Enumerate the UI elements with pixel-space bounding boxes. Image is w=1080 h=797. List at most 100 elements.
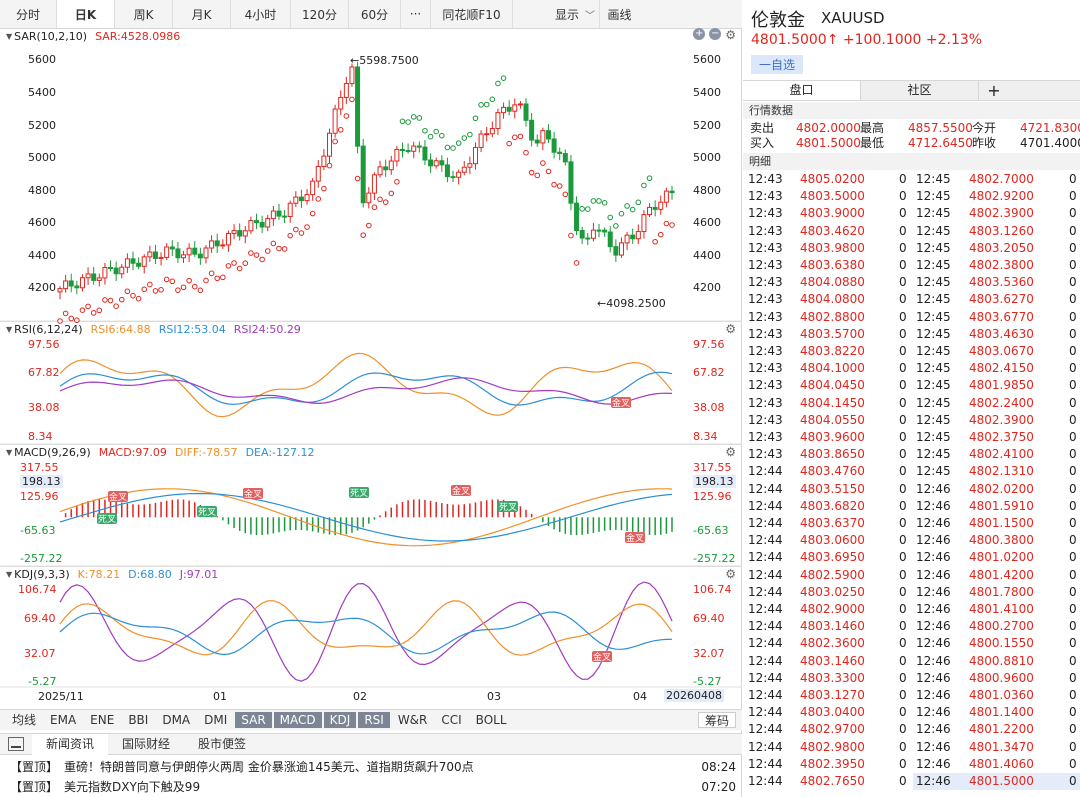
collapse-icon[interactable]: ▼ (6, 325, 13, 334)
gear-icon[interactable]: ⚙ (725, 322, 736, 336)
news-item[interactable]: 【置顶】 美元指数DXY向下触及99 07:20 (0, 776, 742, 797)
candle-body (529, 119, 535, 141)
tab-daily-k[interactable]: 日K (57, 0, 115, 28)
rsi6-value: RSI6:64.88 (90, 323, 151, 336)
indicator-tab[interactable]: BOLL (475, 713, 507, 727)
chip-button[interactable]: 筹码 (697, 712, 736, 728)
tick-cell: 4802.3750 (969, 430, 1034, 444)
diff-line (59, 488, 673, 547)
panel-tools: + − ⚙ (693, 28, 736, 42)
sar-dot (472, 115, 479, 122)
kdj-name: KDJ(9,3,3) (14, 568, 70, 581)
sar-dot (495, 80, 501, 87)
indicator-tab-kdj[interactable]: KDJ (323, 712, 357, 728)
tab-community[interactable]: 社区 (861, 81, 979, 100)
indicator-tab[interactable]: BBI (128, 713, 149, 727)
sar-dot (326, 162, 333, 169)
tick-cell: 4803.6270 (969, 292, 1034, 307)
tick-cell: 12:45 (916, 189, 951, 204)
sar-dot (427, 133, 434, 140)
tick-cell: 0 (899, 240, 907, 255)
tick-cell: 0 (1069, 516, 1077, 530)
crosshair-value: 198.13 (693, 475, 736, 488)
tick-cell: 4801.3470 (969, 739, 1034, 754)
tick-cell: 12:43 (748, 206, 783, 221)
candle-body (495, 112, 501, 129)
display-menu-button[interactable]: 显示 ﹀ (513, 0, 599, 28)
tick-cell: 0 (899, 567, 907, 582)
indicator-bar: 均线 EMA ENE BBI DMA DMI SAR MACD KDJ RSI … (0, 709, 742, 730)
more-periods-button[interactable]: ··· (401, 0, 431, 28)
indicator-tab-rsi[interactable]: RSI (358, 712, 390, 728)
sar-dot (293, 226, 299, 233)
indicator-tab-sar[interactable]: SAR (235, 712, 272, 728)
indicator-tab[interactable]: 均线 (12, 713, 37, 727)
tab-news[interactable]: 新闻资讯 (32, 733, 109, 755)
sar-dot (130, 292, 136, 299)
indicator-tab-macd[interactable]: MACD (273, 712, 322, 728)
tick-label: 67.82 (28, 366, 60, 379)
tab-f10[interactable]: 同花顺F10 (431, 0, 513, 28)
add-watchlist-button[interactable]: 一自选 (751, 55, 804, 74)
tick-row: 12:43 4803.8220 0 12:45 4803.0670 0 (743, 343, 1080, 360)
tab-stock-notes[interactable]: 股市便签 (198, 736, 247, 751)
tab-60min[interactable]: 60分 (349, 0, 401, 28)
tab-intraday[interactable]: 分时 (0, 0, 57, 28)
indicator-tab[interactable]: ENE (90, 713, 115, 727)
tick-cell: 0 (899, 602, 907, 616)
cross-badge (625, 532, 645, 543)
tab-120min[interactable]: 120分 (291, 0, 349, 28)
draw-line-button[interactable]: 画线 (599, 0, 639, 28)
news-item[interactable]: 【置顶】 重磅！特朗普同意与伊朗停火两周 金价暴涨逾145美元、道指期货飙升70… (0, 756, 742, 777)
tab-weekly-k[interactable]: 周K (115, 0, 173, 28)
candle-body (360, 145, 366, 204)
tick-cell: 0 (1069, 378, 1077, 393)
tick-cell: 12:45 (916, 344, 951, 358)
tab-orderbook[interactable]: 盘口 (743, 81, 861, 100)
indicator-tab[interactable]: DMA (162, 713, 191, 727)
tick-cell: 0 (1069, 670, 1077, 685)
tick-cell: 0 (899, 516, 907, 530)
tick-row: 12:44 4803.0250 0 12:46 4801.7800 0 (743, 584, 1080, 601)
add-tab-button[interactable]: + (987, 81, 1001, 100)
collapse-icon[interactable]: ▼ (6, 448, 13, 457)
tab-monthly-k[interactable]: 月K (173, 0, 231, 28)
indicator-tab[interactable]: DMI (204, 713, 228, 727)
candle-body (562, 153, 568, 163)
tick-cell: 4803.3300 (800, 670, 865, 685)
sar-dot (399, 118, 406, 125)
zoom-out-icon[interactable]: − (709, 28, 722, 40)
collapse-icon[interactable]: ▼ (6, 31, 13, 41)
sar-dot (113, 303, 119, 310)
minimize-icon[interactable] (8, 737, 24, 751)
k-value: K:78.21 (77, 568, 121, 581)
candle-body (450, 176, 456, 179)
tick-cell: 0 (1069, 275, 1077, 290)
gear-icon[interactable]: ⚙ (725, 28, 736, 42)
tick-row: 12:43 4803.9000 0 12:45 4802.3900 0 (743, 205, 1080, 222)
tick-label: 69.40 (24, 612, 56, 625)
tick-cell: 12:46 (916, 705, 951, 720)
gear-icon[interactable]: ⚙ (725, 567, 736, 581)
candle-body (551, 138, 557, 153)
tick-cell: 4803.5360 (969, 275, 1034, 290)
high-price-label: ←5598.7500 (350, 54, 419, 67)
collapse-icon[interactable]: ▼ (6, 570, 13, 579)
tick-row: 12:44 4803.5150 0 12:46 4802.0200 0 (743, 481, 1080, 498)
sar-dot (657, 231, 664, 238)
indicator-tab[interactable]: EMA (50, 713, 77, 727)
candle-body (265, 218, 271, 228)
dea-line (59, 492, 673, 542)
zoom-in-icon[interactable]: + (693, 28, 706, 40)
tick-cell: 0 (899, 636, 907, 651)
candle-body (428, 159, 434, 167)
gear-icon[interactable]: ⚙ (725, 445, 736, 459)
tab-4hour[interactable]: 4小时 (231, 0, 291, 28)
indicator-tab[interactable]: CCI (441, 713, 462, 727)
tick-cell: 4801.0360 (969, 688, 1034, 702)
tick-cell: 12:44 (748, 774, 783, 788)
candle-body (130, 258, 136, 264)
tab-intl-finance[interactable]: 国际财经 (122, 736, 171, 751)
indicator-tab[interactable]: W&R (397, 713, 428, 727)
sar-dot (455, 140, 462, 146)
